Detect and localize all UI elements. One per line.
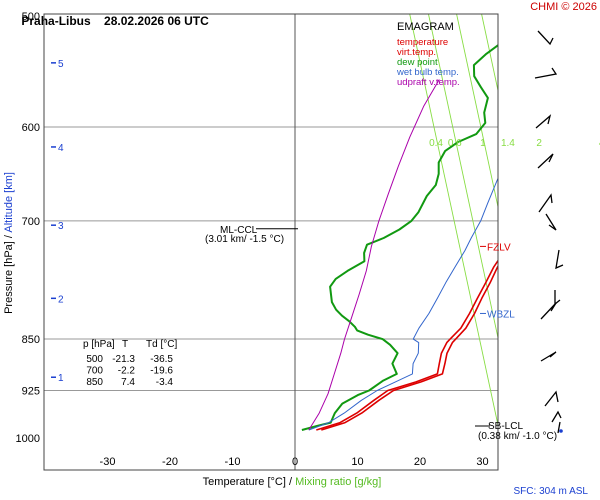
legend-item: temperature — [397, 37, 448, 48]
pressure-label-850: 850 — [22, 334, 40, 346]
table-cell-t: -2.2 — [118, 366, 136, 377]
temperature-curve — [316, 259, 498, 431]
legend-item: udpraft v.temp. — [397, 77, 460, 88]
temperature-label: 10 — [351, 456, 363, 468]
mixing-ratio-label: 1 — [480, 138, 486, 149]
mixing-ratio-label: 0.4 — [429, 138, 443, 149]
pressure-label-500: 500 — [22, 11, 40, 23]
copyright: CHMI © 2026 — [530, 1, 597, 13]
mixing-ratio-line — [575, 14, 600, 470]
legend-title: EMAGRAM — [397, 21, 454, 33]
wind-barb — [545, 213, 557, 231]
altitude-label: 2 — [58, 294, 64, 305]
mixing-ratio-line — [513, 14, 600, 470]
mixing-ratio-label: 2 — [536, 138, 542, 149]
wind-barb — [555, 249, 564, 270]
sounding-datetime: 28.02.2026 06 UTC — [104, 14, 209, 28]
wind-barb — [540, 302, 557, 320]
sb-lcl-value: (0.38 km/ -1.0 °C) — [478, 431, 557, 442]
altitude-label: 5 — [58, 59, 64, 70]
wet-bulb-temp-curve — [308, 177, 498, 431]
legend-item: wet bulb temp. — [396, 67, 459, 78]
mixing-ratio-label: 1.4 — [501, 138, 515, 149]
mixing-ratio-label: 0.6 — [448, 138, 462, 149]
mixing-ratio-label: 4 — [599, 138, 600, 149]
temperature-label: 30 — [476, 456, 488, 468]
table-cell-td: -3.4 — [156, 377, 174, 388]
station-name: Praha-Libus — [21, 14, 91, 28]
ml-ccl-value: (3.01 km/ -1.5 °C) — [205, 234, 284, 245]
x-axis-temperature: Temperature [°C] / — [203, 476, 295, 488]
table-header-t: T — [122, 339, 128, 350]
chart-header: Praha-Libus 28.02.2026 06 UTC — [8, 0, 209, 42]
y-axis-title: Pressure [hPa] / Altitude [km] — [3, 172, 15, 314]
x-axis-mixing: Mixing ratio [g/kg] — [295, 476, 381, 488]
wind-barb — [534, 67, 558, 79]
table-cell-p: 500 — [86, 354, 103, 365]
wind-barb — [537, 153, 554, 169]
sb-lcl-label: SB-LCL — [488, 421, 523, 432]
wind-barb — [544, 390, 559, 407]
wbzl-label: WBZL — [487, 309, 515, 320]
pressure-label-925: 925 — [22, 386, 40, 398]
altitude-label: 3 — [58, 221, 64, 232]
mixing-ratio-line — [428, 14, 498, 340]
y-axis-pressure: Pressure [hPa] / — [3, 233, 15, 314]
table-cell-p: 700 — [86, 366, 103, 377]
altitude-label: 1 — [58, 373, 64, 384]
temperature-label: 0 — [292, 456, 298, 468]
temperature-label: 20 — [414, 456, 426, 468]
surface-wind-marker — [559, 429, 563, 433]
virt-temp-curve — [321, 264, 498, 431]
table-cell-td: -19.6 — [150, 366, 173, 377]
wind-barb — [551, 410, 562, 423]
legend-item: dew point — [397, 57, 438, 68]
table-cell-t: 7.4 — [121, 377, 135, 388]
dew-point-curve — [301, 44, 498, 431]
table-cell-t: -21.3 — [112, 354, 135, 365]
ml-ccl-label: ML-CCL — [220, 225, 258, 236]
wind-barb — [538, 193, 553, 213]
pressure-label-600: 600 — [22, 122, 40, 134]
wind-barb — [535, 114, 552, 129]
table-header-td: Td [°C] — [146, 339, 177, 350]
table-cell-td: -36.5 — [150, 354, 173, 365]
temperature-label: -10 — [225, 456, 241, 468]
x-axis-title: Temperature [°C] / Mixing ratio [g/kg] — [203, 476, 382, 488]
legend-item: virt.temp. — [397, 47, 436, 58]
wind-barb — [540, 351, 557, 362]
wind-barb — [537, 30, 554, 46]
table-header-p: p [hPa] — [83, 339, 115, 350]
table-cell-p: 850 — [86, 377, 103, 388]
plot-frame — [43, 13, 499, 471]
temperature-label: -30 — [100, 456, 116, 468]
wind-barb — [557, 421, 561, 434]
pressure-label-700: 700 — [22, 216, 40, 228]
surface-height: SFC: 304 m ASL — [513, 486, 588, 497]
udpraft-v-temp-curve — [308, 79, 440, 431]
temperature-label: -20 — [162, 456, 178, 468]
wind-barb — [554, 290, 561, 306]
fzlv-label: FZLV — [487, 242, 511, 253]
mixing-ratio-line — [456, 14, 498, 209]
pressure-label-1000: 1000 — [16, 433, 40, 445]
y-axis-altitude: Altitude [km] — [3, 172, 15, 233]
altitude-label: 4 — [58, 143, 64, 154]
mixing-ratio-line — [409, 14, 498, 428]
